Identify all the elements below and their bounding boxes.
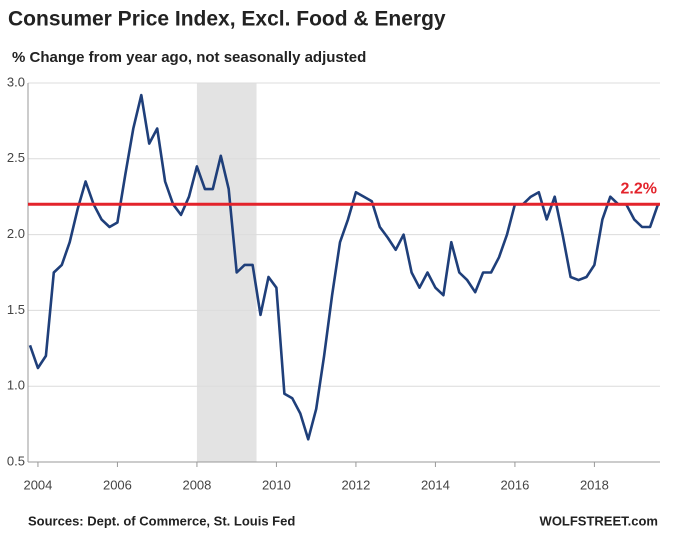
- y-tick-label: 0.5: [7, 453, 25, 468]
- y-tick-label: 2.0: [7, 226, 25, 241]
- chart-subtitle: % Change from year ago, not seasonally a…: [12, 49, 366, 66]
- x-tick-label: 2014: [421, 477, 450, 492]
- x-tick-label: 2012: [341, 477, 370, 492]
- x-tick-label: 2010: [262, 477, 291, 492]
- y-tick-label: 3.0: [7, 74, 25, 89]
- x-tick-label: 2016: [500, 477, 529, 492]
- x-tick-label: 2008: [182, 477, 211, 492]
- recession-shade: [196, 83, 257, 462]
- y-tick-label: 1.0: [7, 378, 25, 393]
- y-tick-label: 2.5: [7, 150, 25, 165]
- x-tick-label: 2018: [580, 477, 609, 492]
- chart-title: Consumer Price Index, Excl. Food & Energ…: [8, 8, 446, 31]
- reference-label: 2.2%: [621, 180, 657, 197]
- y-tick-label: 1.5: [7, 302, 25, 317]
- x-tick-label: 2004: [23, 477, 52, 492]
- source-note: Sources: Dept. of Commerce, St. Louis Fe…: [28, 513, 295, 528]
- x-tick-label: 2006: [103, 477, 132, 492]
- brand: WOLFSTREET.com: [540, 513, 658, 528]
- series-line: [28, 93, 660, 441]
